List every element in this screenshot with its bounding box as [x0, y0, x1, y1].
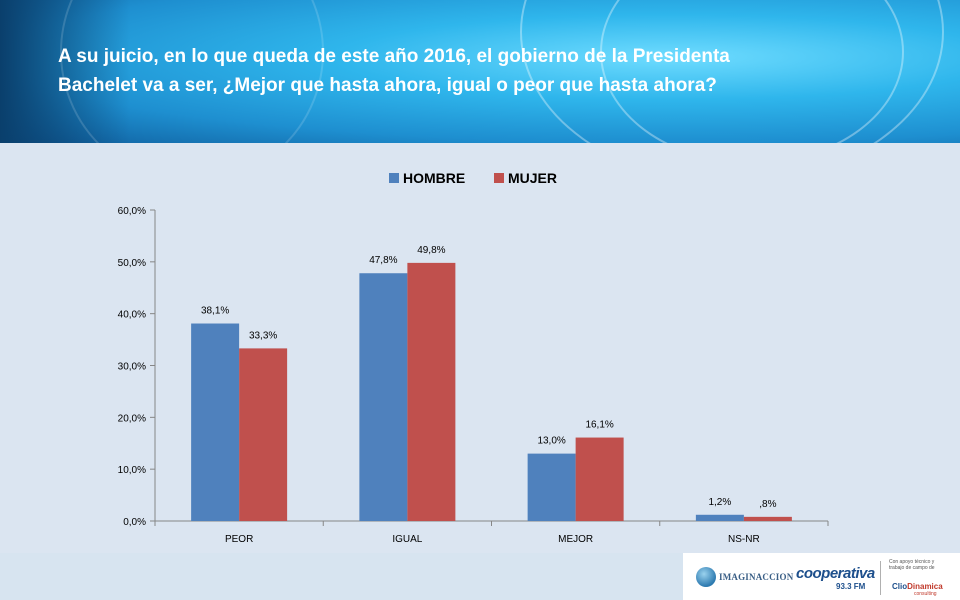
imaginaccion-logo: IMAGINACCION [696, 563, 793, 591]
data-label: 38,1% [201, 306, 229, 317]
bar-mujer-ns-nr [743, 516, 792, 521]
y-tick-label: 50,0% [118, 258, 146, 269]
cliodinamica-logo: ClioDinamica [892, 582, 943, 591]
bar-mujer-mejor [575, 437, 624, 521]
y-tick-label: 40,0% [118, 310, 146, 321]
cooperativa-logo: cooperativa [796, 565, 875, 582]
bar-hombre-ns-nr [695, 514, 744, 521]
data-label: 33,3% [249, 330, 277, 341]
x-tick-label: NS-NR [728, 534, 760, 545]
cliodinamica-text-b: Dinamica [907, 582, 943, 591]
chart-area: 0,0% 10,0% 20,0% 30,0% 40,0% 50,0% 60,0% PEOR 38… [0, 143, 960, 553]
header-banner: A su juicio, en lo que queda de este año… [0, 0, 960, 143]
y-tick-label: 30,0% [118, 362, 146, 373]
y-tick-label: 20,0% [118, 413, 146, 424]
x-tick-label: PEOR [225, 534, 253, 545]
legend-swatch-mujer [494, 173, 504, 183]
bar-hombre-mejor [527, 453, 576, 521]
cooperativa-frequency: 93.3 FM [836, 582, 866, 591]
data-label: 1,2% [708, 497, 731, 508]
cliodinamica-text-a: Clio [892, 582, 908, 591]
bar-chart: 0,0% 10,0% 20,0% 30,0% 40,0% 50,0% 60,0% PEOR 38… [118, 170, 829, 545]
y-tick-label: 10,0% [118, 465, 146, 476]
bar-hombre-igual [359, 273, 408, 521]
y-tick-label: 60,0% [118, 206, 146, 217]
x-tick-label: IGUAL [392, 534, 422, 545]
sponsor-logos [683, 553, 960, 600]
legend-label-hombre: HOMBRE [403, 170, 465, 186]
x-tick-label: MEJOR [558, 534, 593, 545]
question-title: A su juicio, en lo que queda de este año… [58, 46, 730, 96]
cliodinamica-sub: consulting [914, 591, 937, 597]
legend-label-mujer: MUJER [508, 170, 557, 186]
logo-divider [880, 561, 881, 595]
data-label: 49,8% [417, 245, 445, 256]
bar-mujer-igual [407, 262, 456, 521]
bar-mujer-peor [239, 348, 288, 521]
imaginaccion-text: IMAGINACCION [719, 572, 794, 582]
bar-hombre-peor [191, 323, 240, 521]
cliodinamica-note: Con apoyo técnico y trabajo de campo de [889, 559, 935, 571]
y-tick-label: 0,0% [123, 517, 146, 528]
legend-swatch-hombre [389, 173, 399, 183]
data-label: 47,8% [369, 255, 397, 266]
globe-icon [696, 567, 716, 587]
data-label: 13,0% [537, 436, 565, 447]
data-label: ,8% [759, 499, 776, 510]
data-label: 16,1% [585, 420, 613, 431]
